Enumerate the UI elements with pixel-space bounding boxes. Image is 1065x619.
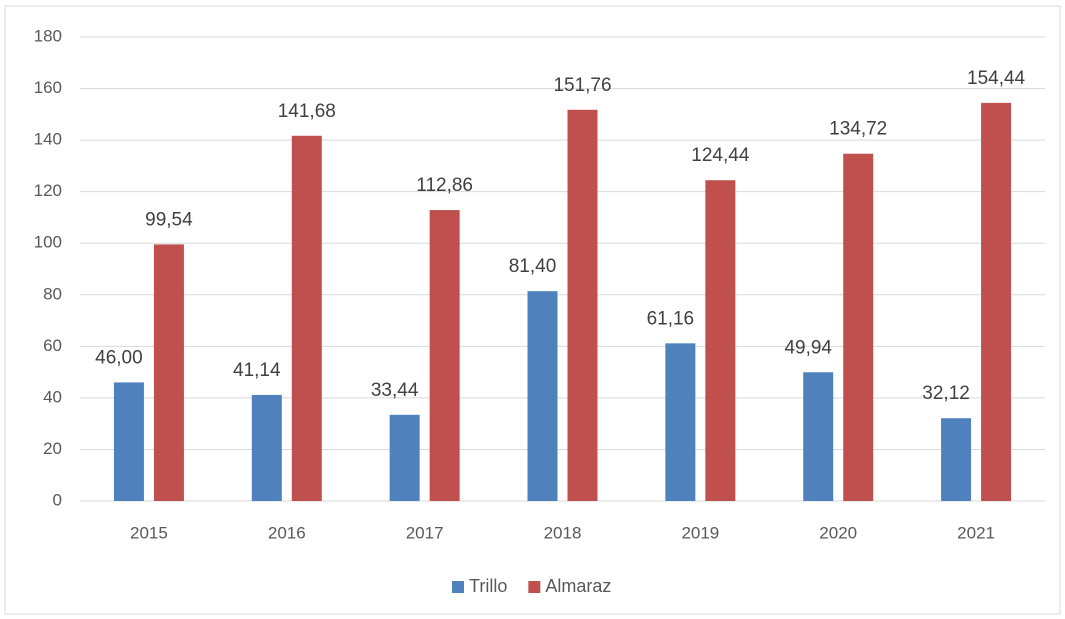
bar xyxy=(941,418,972,501)
data-label: 61,16 xyxy=(647,308,695,329)
bar xyxy=(389,414,420,501)
y-tick-label: 20 xyxy=(43,439,62,458)
data-label: 41,14 xyxy=(233,360,281,381)
y-tick-label: 160 xyxy=(34,78,62,97)
x-tick-label: 2018 xyxy=(544,523,582,542)
bar xyxy=(981,102,1012,501)
bar xyxy=(803,372,834,501)
y-tick-label: 140 xyxy=(34,130,62,149)
y-tick-label: 80 xyxy=(43,284,62,303)
bar xyxy=(291,135,322,501)
x-tick-label: 2021 xyxy=(957,523,995,542)
bar xyxy=(251,394,282,501)
x-tick-label: 2016 xyxy=(268,523,306,542)
y-tick-label: 0 xyxy=(53,490,62,509)
legend-swatch xyxy=(452,581,464,593)
data-label: 81,40 xyxy=(509,256,557,277)
x-tick-label: 2020 xyxy=(819,523,857,542)
data-label: 151,76 xyxy=(553,75,611,96)
data-label: 112,86 xyxy=(416,175,473,196)
x-tick-label: 2017 xyxy=(406,523,444,542)
data-label: 49,94 xyxy=(784,337,832,358)
data-label: 141,68 xyxy=(278,101,336,122)
y-tick-label: 40 xyxy=(43,387,62,406)
bar xyxy=(705,180,736,502)
bar xyxy=(527,291,558,501)
legend-label: Trillo xyxy=(469,576,507,596)
data-label: 46,00 xyxy=(95,347,143,368)
legend-label: Almaraz xyxy=(545,576,611,596)
bar xyxy=(153,244,184,501)
data-label: 33,44 xyxy=(371,380,419,401)
legend-swatch xyxy=(528,581,541,593)
bar xyxy=(113,382,144,501)
data-label: 99,54 xyxy=(145,209,193,230)
data-label: 154,44 xyxy=(967,68,1026,89)
x-tick-label: 2019 xyxy=(681,523,719,542)
bar xyxy=(665,343,696,501)
y-tick-label: 180 xyxy=(34,26,62,45)
data-label: 124,44 xyxy=(691,145,750,166)
y-tick-label: 100 xyxy=(34,233,62,252)
bar xyxy=(843,153,874,501)
bar xyxy=(567,109,598,501)
data-label: 32,12 xyxy=(922,383,970,404)
y-tick-label: 60 xyxy=(43,336,62,355)
data-label: 134,72 xyxy=(829,119,887,140)
bar xyxy=(429,210,460,501)
y-tick-label: 120 xyxy=(34,181,62,200)
x-tick-label: 2015 xyxy=(130,523,168,542)
